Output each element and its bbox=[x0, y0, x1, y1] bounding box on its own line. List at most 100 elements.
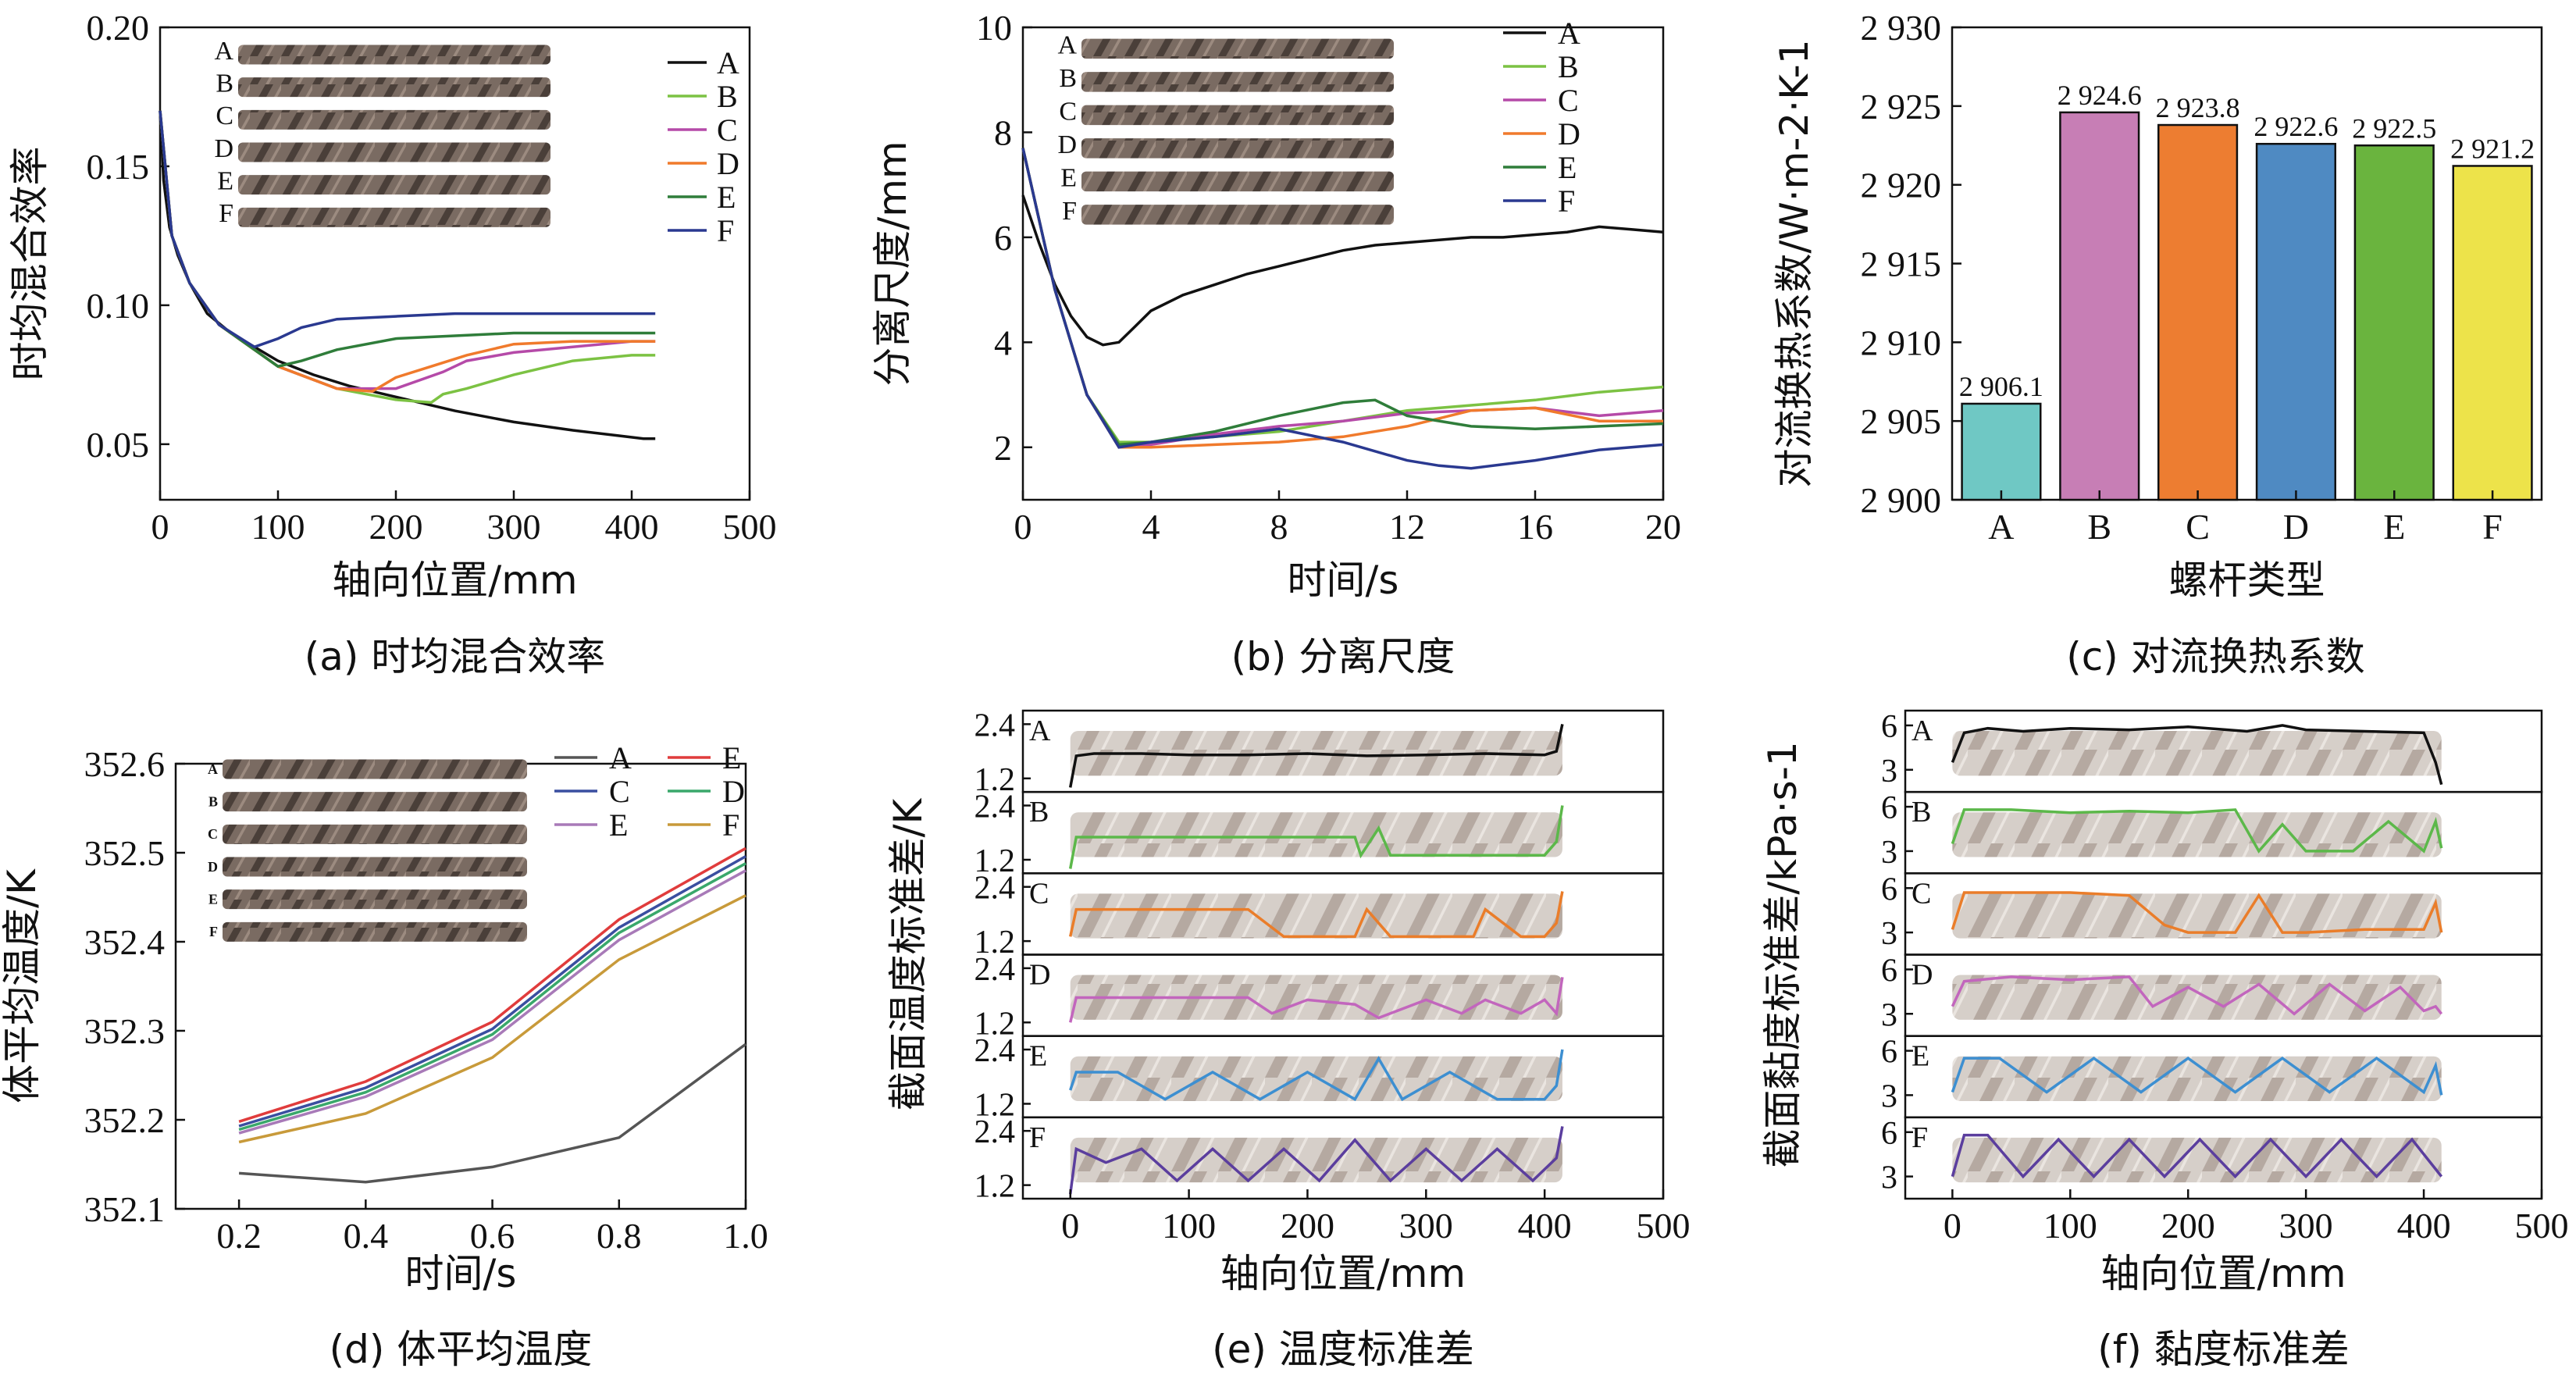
series-line-C bbox=[1068, 891, 1564, 939]
y-tick-label: 352.6 bbox=[84, 744, 166, 784]
screw-illustration bbox=[1070, 812, 1562, 857]
x-tick-label: 0.4 bbox=[344, 1216, 389, 1256]
inset-label: D bbox=[214, 134, 233, 163]
screw-illustration bbox=[1070, 893, 1562, 939]
y-axis-title: 对流换热系数/W·m-2·K-1 bbox=[1772, 39, 1817, 487]
x-tick-label: 0 bbox=[1014, 507, 1032, 547]
screw-illustration bbox=[238, 175, 550, 195]
x-tick-label: F bbox=[2482, 507, 2503, 547]
bar-value-label: 2 922.5 bbox=[2352, 112, 2436, 144]
y-tick-label: 6 bbox=[994, 218, 1012, 258]
row-label: F bbox=[1029, 1121, 1046, 1154]
x-tick-label: 0.2 bbox=[216, 1216, 262, 1256]
y-tick-label: 8 bbox=[994, 112, 1012, 152]
y-tick-label: 2 915 bbox=[1861, 244, 1942, 284]
inset-label: A bbox=[214, 37, 233, 66]
series-line-C bbox=[1951, 891, 2443, 934]
y-tick-label: 6 bbox=[1881, 871, 1897, 907]
y-tick-label: 352.1 bbox=[84, 1189, 166, 1229]
y-tick-label: 1.2 bbox=[974, 1087, 1016, 1123]
screw-illustration bbox=[1952, 1137, 2442, 1183]
legend-label: F bbox=[1558, 184, 1575, 219]
y-tick-label: 0.10 bbox=[87, 286, 150, 326]
y-tick-label: 3 bbox=[1881, 835, 1897, 871]
x-axis-title: 时间/s bbox=[1288, 558, 1399, 603]
x-axis-title: 螺杆类型 bbox=[2169, 558, 2325, 603]
x-tick-label: 16 bbox=[1517, 507, 1553, 547]
bar-B bbox=[2059, 111, 2140, 501]
y-tick-label: 1.2 bbox=[974, 925, 1016, 961]
x-axis-title: 轴向位置/mm bbox=[332, 558, 577, 603]
y-tick-label: 3 bbox=[1881, 997, 1897, 1033]
screw-illustration bbox=[223, 792, 527, 812]
y-tick-label: 6 bbox=[1881, 953, 1897, 989]
bar-A bbox=[1961, 402, 2042, 501]
screw-illustration bbox=[1070, 1137, 1562, 1183]
y-tick-label: 3 bbox=[1881, 1160, 1897, 1196]
inset-label: E bbox=[217, 167, 233, 196]
row-frame bbox=[1904, 1116, 2543, 1200]
series-line-D bbox=[1951, 975, 2443, 1016]
y-tick-label: 2.4 bbox=[974, 871, 1016, 907]
x-tick-label: 0.8 bbox=[597, 1216, 642, 1256]
subfigure-caption: (a) 时均混合效率 bbox=[305, 634, 606, 679]
legend-label: E bbox=[722, 740, 741, 775]
screw-illustration bbox=[238, 77, 550, 98]
x-tick-label: E bbox=[2383, 507, 2405, 547]
bar-F bbox=[2452, 165, 2533, 501]
y-axis-title: 时均混合效率 bbox=[7, 147, 52, 381]
inset-label: D bbox=[208, 859, 218, 875]
y-axis-title: 截面黏度标准差/kPa·s-1 bbox=[1760, 741, 1805, 1167]
x-axis-title: 轴向位置/mm bbox=[1220, 1251, 1466, 1296]
bar-value-label: 2 921.2 bbox=[2450, 133, 2535, 164]
screw-illustration bbox=[1952, 812, 2442, 857]
y-tick-label: 2 925 bbox=[1861, 87, 1942, 127]
legend-label: D bbox=[717, 146, 739, 181]
row-frame bbox=[1021, 1116, 1665, 1200]
bar-value-label: 2 923.8 bbox=[2156, 92, 2240, 123]
inset-label: B bbox=[208, 794, 218, 810]
legend-label: E bbox=[609, 807, 628, 843]
subfigure-caption: (b) 分离尺度 bbox=[1231, 634, 1455, 679]
legend-label: C bbox=[609, 774, 630, 809]
series-line-E bbox=[1951, 1056, 2443, 1096]
y-tick-label: 2.4 bbox=[974, 789, 1016, 825]
y-tick-label: 2 930 bbox=[1861, 8, 1942, 48]
y-tick-label: 3 bbox=[1881, 1078, 1897, 1114]
screw-illustration bbox=[1081, 205, 1394, 225]
inset-label: A bbox=[1057, 30, 1077, 59]
bar-value-label: 2 922.6 bbox=[2254, 111, 2338, 142]
inset-label: F bbox=[1062, 197, 1077, 226]
screw-illustration bbox=[1070, 975, 1562, 1020]
row-label: F bbox=[1912, 1121, 1928, 1154]
x-tick-label: 300 bbox=[1399, 1206, 1453, 1246]
inset-label: D bbox=[1057, 130, 1077, 159]
chart-e: A1.22.4B1.22.4C1.22.4D1.22.4E1.22.4F1.22… bbox=[885, 707, 1691, 1372]
screw-illustration bbox=[1081, 138, 1394, 159]
series-line-F bbox=[159, 110, 656, 349]
screw-illustration bbox=[1081, 38, 1394, 59]
x-tick-label: 0 bbox=[151, 507, 169, 547]
y-tick-label: 1.2 bbox=[974, 1006, 1016, 1042]
y-tick-label: 2 bbox=[994, 428, 1012, 468]
screw-illustration bbox=[238, 142, 550, 162]
bar-E bbox=[2353, 144, 2435, 501]
series-line-C bbox=[238, 855, 746, 1128]
x-axis-title: 轴向位置/mm bbox=[2100, 1251, 2346, 1296]
series-line-D bbox=[1068, 977, 1564, 1023]
y-tick-label: 2.4 bbox=[974, 1114, 1016, 1150]
y-tick-label: 3 bbox=[1881, 916, 1897, 952]
x-tick-label: 20 bbox=[1645, 507, 1681, 547]
legend-label: D bbox=[1558, 116, 1580, 151]
subfigure-caption: (c) 对流换热系数 bbox=[2066, 634, 2364, 679]
screw-illustration bbox=[1081, 105, 1394, 126]
row-label: C bbox=[1912, 877, 1931, 910]
series-line-E bbox=[238, 846, 746, 1123]
x-tick-label: C bbox=[2186, 507, 2210, 547]
legend-label: A bbox=[717, 45, 739, 80]
row-label: C bbox=[1029, 877, 1049, 910]
subfigure-caption: (e) 温度标准差 bbox=[1212, 1327, 1474, 1372]
inset-label: F bbox=[219, 199, 233, 228]
row-label: B bbox=[1912, 796, 1931, 829]
y-tick-label: 6 bbox=[1881, 1035, 1897, 1071]
